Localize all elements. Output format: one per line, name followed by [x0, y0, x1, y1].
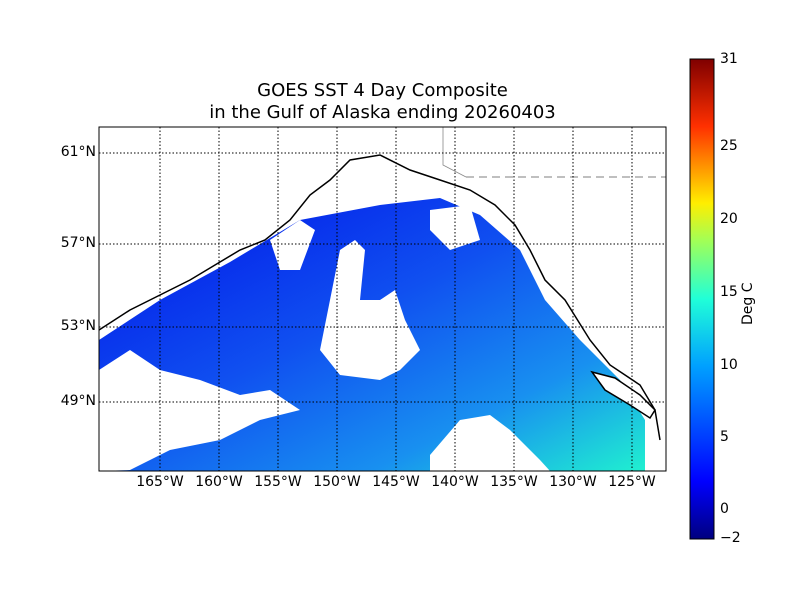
lat-label: 57°N	[60, 235, 96, 251]
colorbar-label: Deg C	[740, 282, 756, 325]
coastline	[99, 154, 661, 441]
colorbar-tick: 10	[720, 357, 738, 373]
map-title: GOES SST 4 Day Composite in the Gulf of …	[99, 80, 666, 124]
lon-label: 135°W	[490, 474, 538, 490]
title-line-1: GOES SST 4 Day Composite	[257, 80, 508, 101]
colorbar-tick: 15	[720, 284, 738, 300]
colorbar-tick: 20	[720, 211, 738, 227]
lat-label: 53°N	[60, 318, 96, 334]
lat-label: 61°N	[60, 144, 96, 160]
colorbar-tick: 25	[720, 138, 738, 154]
map-frame	[98, 126, 667, 472]
cloud-mask	[99, 205, 550, 471]
lon-label: 125°W	[608, 474, 656, 490]
vancouver-island	[590, 370, 656, 420]
lon-label: 150°W	[313, 474, 361, 490]
colorbar-tick: 31	[720, 51, 738, 67]
lat-label: 49°N	[60, 393, 96, 409]
lon-label: 160°W	[195, 474, 243, 490]
lon-label: 155°W	[254, 474, 302, 490]
lon-label: 145°W	[372, 474, 420, 490]
border-line	[442, 127, 467, 178]
colorbar-tick: 5	[720, 429, 729, 445]
lon-label: 130°W	[549, 474, 597, 490]
lon-label: 140°W	[431, 474, 479, 490]
colorbar-tick: −2	[720, 530, 741, 546]
gridlines	[99, 127, 666, 471]
colorbar	[689, 58, 715, 540]
colorbar-tick: 0	[720, 501, 729, 517]
title-line-2: in the Gulf of Alaska ending 20260403	[209, 102, 556, 123]
lon-label: 165°W	[136, 474, 184, 490]
